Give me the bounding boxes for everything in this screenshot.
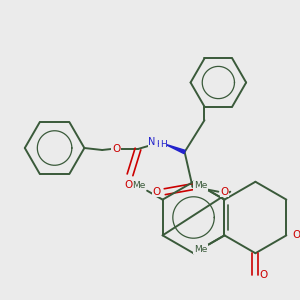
- Text: Me: Me: [194, 181, 207, 190]
- Text: O: O: [292, 230, 300, 240]
- Text: O: O: [220, 187, 228, 197]
- Text: O: O: [259, 270, 268, 280]
- Text: O: O: [112, 144, 120, 154]
- Text: O: O: [153, 187, 161, 197]
- Text: N: N: [148, 137, 155, 147]
- Text: Me: Me: [132, 181, 145, 190]
- Text: O: O: [112, 144, 120, 154]
- Text: H: H: [160, 140, 166, 148]
- Text: N: N: [148, 137, 155, 147]
- Text: O: O: [220, 187, 228, 197]
- Polygon shape: [165, 144, 185, 154]
- Text: O: O: [259, 270, 268, 280]
- Text: O: O: [124, 180, 132, 190]
- Text: H: H: [156, 140, 163, 148]
- Text: Me: Me: [194, 245, 207, 254]
- Text: O: O: [124, 180, 132, 190]
- Text: O: O: [153, 187, 161, 197]
- Text: O: O: [292, 230, 300, 240]
